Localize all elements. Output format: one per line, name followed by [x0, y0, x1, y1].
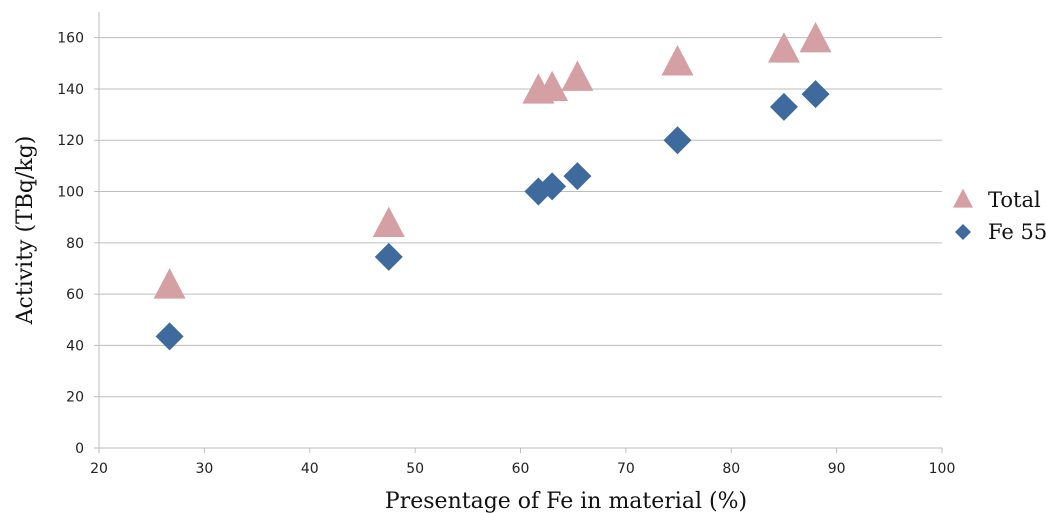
fe55-point — [769, 92, 798, 121]
total-point — [153, 268, 186, 299]
y-tick-label: 40 — [66, 338, 84, 354]
x-tick-label: 90 — [828, 461, 846, 477]
total-point — [799, 21, 832, 53]
y-tick-label: 0 — [75, 441, 84, 457]
total-point — [561, 60, 594, 91]
legend-marker — [953, 188, 973, 208]
gridlines — [99, 37, 942, 398]
x-axis-title: Presentage of Fe in material (%) — [385, 489, 747, 513]
x-tick-labels: 20 30 40 50 60 70 80 90 100 — [90, 461, 955, 477]
x-tick-label: 80 — [722, 461, 740, 477]
total-point — [661, 45, 694, 76]
y-tick-label: 120 — [57, 133, 84, 149]
y-axis-title: Activity (TBq/kg) — [13, 136, 38, 326]
x-tick-label: 70 — [617, 461, 635, 477]
y-tick-label: 80 — [66, 236, 84, 252]
data-points — [153, 21, 832, 351]
legend-label: Fe 55 — [988, 220, 1046, 244]
y-tick-labels: 0 20 40 60 80 100 120 140 160 — [57, 31, 84, 457]
fe55-point — [374, 242, 403, 271]
x-tick-label: 60 — [512, 461, 530, 477]
x-tick-label: 30 — [195, 461, 213, 477]
fe55-point — [155, 322, 184, 351]
x-tick-label: 20 — [90, 461, 108, 477]
fe55-point — [801, 80, 830, 109]
fe55-point — [563, 162, 592, 191]
total-point — [536, 70, 569, 102]
y-tick-label: 160 — [57, 31, 84, 47]
legend-marker — [955, 224, 971, 240]
x-tick-label: 40 — [301, 461, 319, 477]
y-tick-label: 60 — [66, 287, 84, 303]
legend-label: Total — [988, 188, 1041, 212]
x-tick-label: 50 — [406, 461, 424, 477]
legend: Total Fe 55 — [953, 188, 1046, 244]
y-tick-label: 20 — [66, 390, 84, 406]
y-tick-label: 140 — [57, 82, 84, 98]
fe55-point — [663, 126, 692, 155]
axes — [94, 12, 943, 453]
total-point — [372, 206, 405, 238]
fe55-point — [538, 172, 567, 201]
total-point — [767, 32, 800, 63]
x-tick-label: 100 — [929, 461, 956, 477]
y-tick-label: 100 — [57, 185, 84, 201]
